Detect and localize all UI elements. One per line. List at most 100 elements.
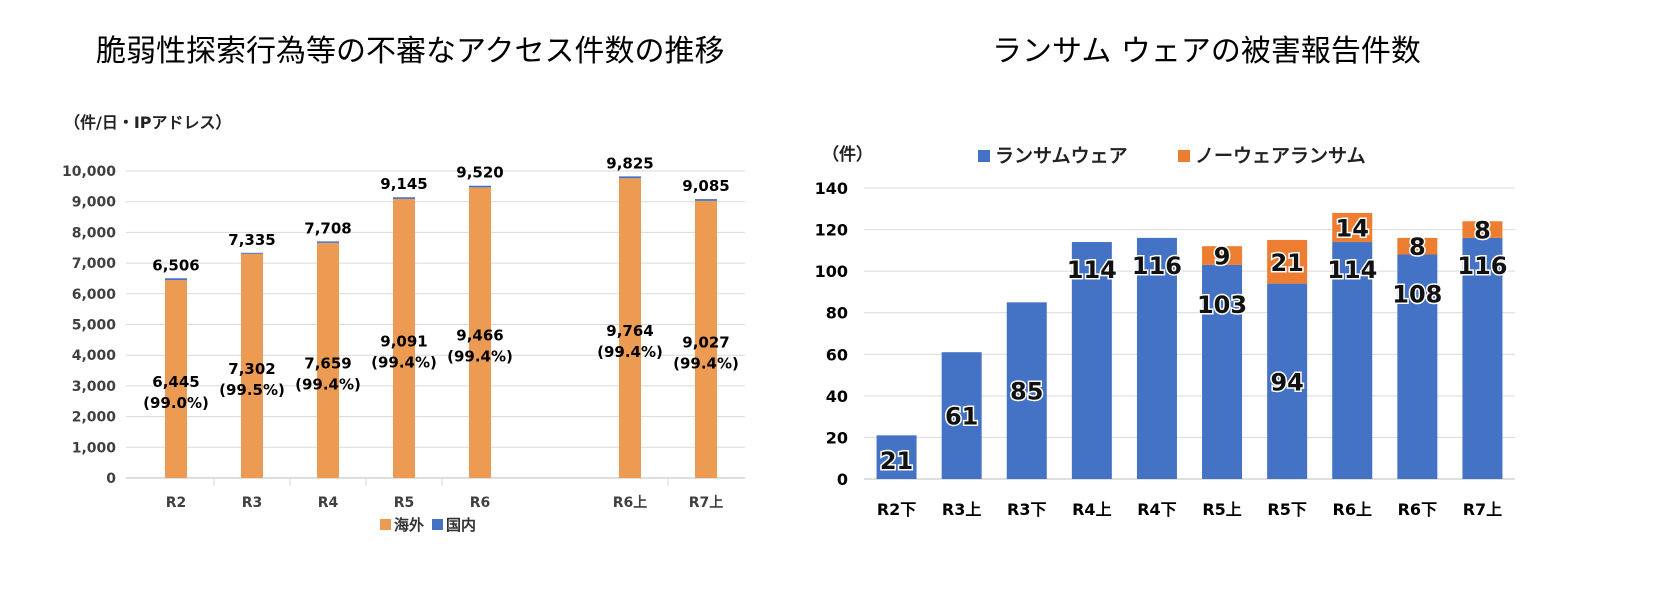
right-bar-noware — [1332, 212, 1373, 243]
left-value-label: 9,466 — [456, 327, 503, 345]
left-y-tick-label: 0 — [106, 471, 116, 487]
right-ransomware-value-label: 116 — [1132, 252, 1182, 280]
right-y-tick-label: 100 — [815, 262, 848, 281]
left-x-tick-label: R6上 — [613, 495, 648, 511]
right-x-tick-label: R2下 — [877, 500, 916, 519]
left-total-label: 7,708 — [304, 219, 351, 237]
left-value-label: 9,027 — [682, 333, 729, 351]
left-value-label: 7,302 — [228, 360, 275, 378]
right-x-tick-label: R5上 — [1202, 500, 1241, 519]
left-total-label: 9,145 — [380, 175, 427, 193]
right-x-tick-label: R4下 — [1137, 500, 1176, 519]
right-ransomware-value-label: 103 — [1197, 291, 1247, 319]
right-x-tick-label: R3上 — [942, 500, 981, 519]
left-value-label: 6,445 — [152, 373, 199, 391]
left-chart-title: 脆弱性探索行為等の不審なアクセス件数の推移 — [96, 34, 725, 69]
left-share-label: (99.4%) — [597, 343, 663, 361]
right-y-tick-label: 120 — [815, 221, 848, 240]
left-y-tick-label: 6,000 — [72, 287, 117, 303]
left-bar-domestic — [695, 199, 717, 201]
right-chart-title: ランサム ウェアの被害報告件数 — [992, 34, 1421, 69]
left-bar-overseas — [241, 253, 263, 478]
right-x-tick-label: R3下 — [1007, 500, 1046, 519]
left-x-tick-label: R2 — [166, 495, 187, 511]
right-bar-ransomware — [876, 435, 917, 479]
right-bar-ransomware — [941, 352, 982, 479]
right-y-tick-label: 20 — [826, 428, 848, 447]
right-y-tick-label: 80 — [826, 304, 848, 323]
left-y-tick-label: 4,000 — [72, 348, 117, 364]
left-total-label: 9,085 — [682, 177, 729, 195]
right-legend-swatch — [1178, 150, 1190, 162]
right-y-tick-label: 60 — [826, 345, 848, 364]
left-value-label: 9,764 — [606, 322, 653, 340]
right-unit-label: （件） — [822, 144, 873, 165]
left-bar-domestic — [393, 197, 415, 199]
left-x-tick-label: R3 — [242, 495, 263, 511]
right-ransomware-value-label: 108 — [1392, 281, 1442, 309]
right-bar-ransomware — [1136, 237, 1177, 479]
right-noware-value-label: 8 — [1474, 217, 1491, 245]
left-share-label: (99.4%) — [447, 348, 513, 366]
left-bar-overseas — [393, 198, 415, 478]
left-bar-domestic — [241, 252, 263, 254]
left-legend-swatch — [380, 519, 391, 530]
right-y-tick-label: 140 — [815, 179, 848, 198]
left-bar-domestic — [619, 176, 641, 179]
left-total-label: 9,520 — [456, 164, 503, 182]
left-x-tick-label: R6 — [470, 495, 491, 511]
left-share-label: (99.5%) — [219, 381, 285, 399]
right-ransomware-value-label: 61 — [945, 403, 978, 431]
right-bar-ransomware — [1071, 242, 1112, 479]
right-bar-noware — [1202, 246, 1243, 265]
left-total-label: 9,825 — [606, 154, 653, 172]
right-x-tick-label: R7上 — [1463, 500, 1502, 519]
right-bar-ransomware — [1267, 283, 1308, 479]
right-legend-label: ランサムウェア — [995, 145, 1128, 167]
left-total-label: 6,506 — [152, 256, 199, 274]
left-bar-overseas — [317, 242, 339, 478]
left-bar-overseas — [165, 280, 187, 478]
right-ransomware-value-label: 114 — [1067, 256, 1117, 284]
right-x-tick-label: R4上 — [1072, 500, 1111, 519]
left-legend-swatch — [432, 519, 443, 530]
left-bar-domestic — [165, 278, 187, 281]
left-y-tick-label: 9,000 — [72, 195, 117, 211]
right-bar-ransomware — [1397, 254, 1438, 479]
right-x-tick-label: R6上 — [1333, 500, 1372, 519]
right-bar-noware — [1267, 239, 1308, 284]
left-chart: （件/日・IPアドレス） 0 1,000 2,000 3,000 4,000 5,000 6,… — [62, 113, 745, 534]
right-x-tick-label: R6下 — [1398, 500, 1437, 519]
left-y-tick-label: 2,000 — [72, 410, 117, 426]
left-share-label: (99.0%) — [143, 394, 209, 412]
left-total-label: 7,335 — [228, 231, 275, 249]
left-bar-overseas — [695, 200, 717, 478]
right-bar-ransomware — [1202, 264, 1243, 479]
left-y-tick-label: 7,000 — [72, 256, 117, 272]
right-noware-value-label: 9 — [1214, 243, 1231, 271]
right-ransomware-value-label: 21 — [880, 447, 913, 475]
left-x-tick-label: R7上 — [689, 495, 724, 511]
right-bar-ransomware — [1332, 242, 1373, 479]
left-share-label: (99.4%) — [295, 375, 361, 393]
right-bar-ransomware — [1462, 237, 1503, 479]
right-ransomware-value-label: 85 — [1010, 378, 1043, 406]
left-y-tick-label: 1,000 — [72, 440, 117, 456]
right-y-tick-label: 0 — [837, 470, 848, 489]
right-noware-value-label: 14 — [1336, 214, 1369, 242]
left-bar-domestic — [317, 241, 339, 243]
right-x-tick-label: R5下 — [1267, 500, 1306, 519]
left-bar-overseas — [619, 178, 641, 479]
left-legend-label: 海外 — [394, 516, 424, 534]
right-bar-noware — [1462, 221, 1503, 238]
right-bar-ransomware — [1006, 302, 1047, 479]
left-share-label: (99.4%) — [371, 353, 437, 371]
left-unit-label: （件/日・IPアドレス） — [64, 113, 232, 132]
right-ransomware-value-label: 114 — [1327, 256, 1377, 284]
right-ransomware-value-label: 94 — [1270, 368, 1303, 396]
left-bar-domestic — [469, 185, 491, 188]
left-share-label: (99.4%) — [673, 354, 739, 372]
left-x-tick-label: R5 — [394, 495, 415, 511]
left-bar-overseas — [469, 187, 491, 478]
